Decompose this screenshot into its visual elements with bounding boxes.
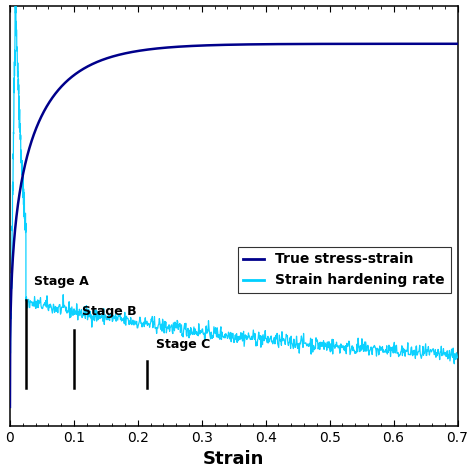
X-axis label: Strain: Strain (203, 450, 264, 468)
Text: Stage C: Stage C (156, 337, 210, 351)
Text: Stage B: Stage B (82, 305, 137, 318)
Text: Stage A: Stage A (34, 274, 89, 288)
Legend: True stress-strain, Strain hardening rate: True stress-strain, Strain hardening rat… (238, 247, 451, 293)
